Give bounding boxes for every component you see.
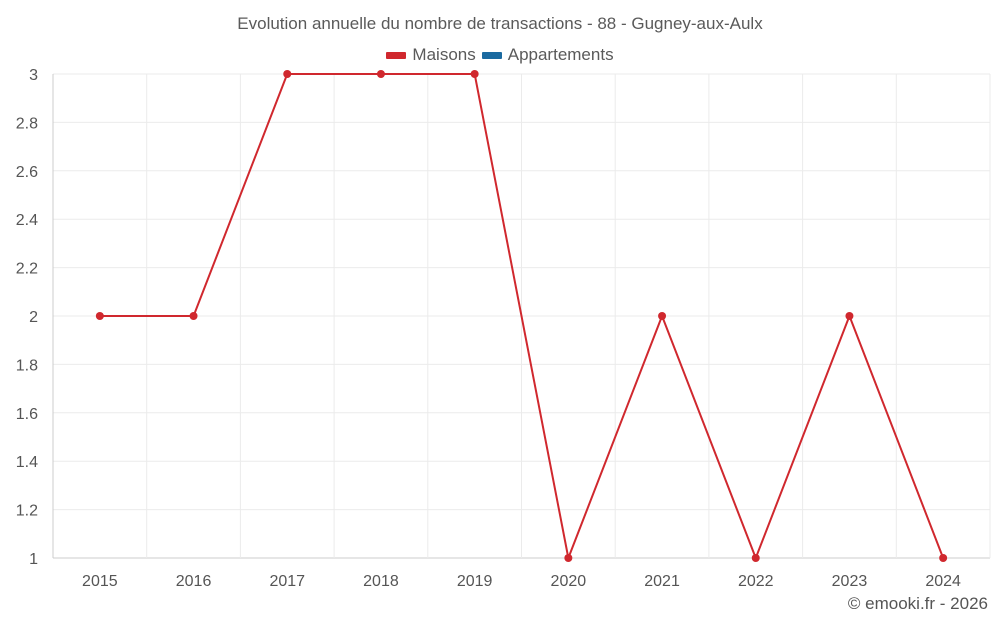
x-tick-label: 2024: [925, 573, 961, 590]
x-tick-label: 2019: [457, 573, 493, 590]
data-point: [95, 312, 104, 320]
data-point: [564, 554, 573, 562]
axes: 1 1.2 1.4 1.6 1.8 2 2.2 2.4 2.6 2.8 3 2015 2016 2017 2…: [16, 67, 961, 590]
y-tick-label: 2.8: [16, 115, 38, 132]
credit-text: © emooki.fr - 2026: [847, 594, 988, 613]
data-point: [376, 70, 385, 78]
y-tick-label: 1.6: [16, 406, 38, 423]
legend-swatch-maisons: [386, 51, 407, 59]
legend-label-appartements: Appartements: [507, 45, 614, 64]
y-tick-label: 1.2: [16, 503, 38, 520]
x-tick-label: 2021: [644, 573, 680, 590]
x-tick-label: 2018: [363, 573, 399, 590]
legend: Maisons Appartements: [0, 45, 1000, 65]
x-tick-label: 2022: [738, 573, 774, 590]
chart-title: Evolution annuelle du nombre de transact…: [237, 14, 763, 33]
y-tick-label: 2.6: [16, 164, 38, 181]
legend-swatch-appartements: [481, 51, 502, 59]
series-line-maisons: [99, 73, 945, 559]
x-tick-label: 2016: [176, 573, 212, 590]
y-tick-label: 2.2: [16, 261, 38, 278]
data-point: [939, 554, 948, 562]
legend-label-maisons: Maisons: [412, 45, 476, 64]
data-point: [283, 70, 292, 78]
x-tick-label: 2015: [82, 573, 118, 590]
legend-item-maisons[interactable]: Maisons: [386, 45, 476, 65]
y-tick-label: 1: [29, 551, 38, 568]
data-point: [470, 70, 479, 78]
legend-item-appartements[interactable]: Appartements: [481, 45, 614, 65]
y-tick-label: 1.8: [16, 357, 38, 374]
y-tick-label: 1.4: [16, 454, 38, 471]
x-tick-label: 2017: [269, 573, 305, 590]
data-point: [658, 312, 667, 320]
x-tick-label: 2020: [551, 573, 587, 590]
x-tick-label: 2023: [832, 573, 868, 590]
y-tick-label: 2: [29, 309, 38, 326]
series-layer: [95, 70, 948, 562]
y-tick-label: 2.4: [16, 212, 38, 229]
data-point: [751, 554, 760, 562]
data-point: [845, 312, 854, 320]
y-tick-label: 3: [29, 67, 38, 84]
data-point: [189, 312, 198, 320]
